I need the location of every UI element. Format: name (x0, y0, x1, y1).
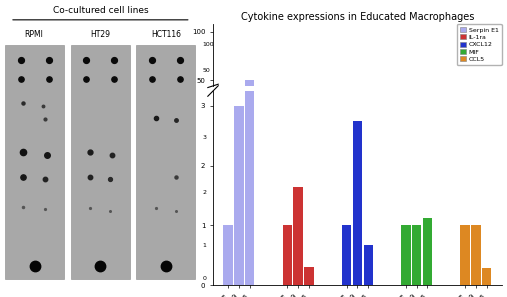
Bar (136, 45, 195, 279)
Bar (482, 268, 491, 285)
Bar (245, 0, 255, 285)
Bar (353, 121, 362, 285)
Bar (342, 225, 351, 285)
Legend: Serpin E1, IL-1ra, CXCL12, MIF, CCL5: Serpin E1, IL-1ra, CXCL12, MIF, CCL5 (457, 24, 502, 65)
Bar (471, 128, 481, 129)
Bar (401, 225, 411, 285)
Text: HCT116: HCT116 (152, 30, 182, 39)
Text: 100: 100 (203, 42, 214, 47)
Bar (283, 225, 292, 285)
Bar (423, 218, 432, 285)
Bar (423, 127, 432, 129)
Bar (224, 225, 233, 285)
Text: RPMI: RPMI (25, 30, 44, 39)
Bar (234, 126, 244, 129)
Bar (460, 128, 470, 129)
Bar (412, 225, 421, 285)
Text: relative cytokine expression (density ratio): relative cytokine expression (density ra… (234, 96, 239, 213)
Bar (5, 45, 64, 279)
Bar (283, 128, 292, 129)
Text: Co-cultured cell lines: Co-cultured cell lines (53, 6, 148, 15)
Bar (234, 106, 244, 285)
Bar (401, 128, 411, 129)
Bar (70, 45, 130, 279)
Text: 3: 3 (203, 135, 207, 140)
Text: HT29: HT29 (90, 30, 111, 39)
Text: 1: 1 (203, 244, 207, 248)
Bar (294, 127, 303, 129)
Text: 2: 2 (203, 190, 207, 195)
Bar (245, 80, 255, 129)
Bar (304, 267, 314, 285)
Bar (364, 244, 373, 285)
Bar (471, 225, 481, 285)
Bar (364, 128, 373, 129)
Bar (460, 225, 470, 285)
Bar (224, 128, 233, 129)
Text: 50: 50 (203, 67, 210, 72)
Text: 0: 0 (203, 276, 207, 281)
Bar (353, 126, 362, 129)
Bar (412, 128, 421, 129)
Bar (342, 128, 351, 129)
Title: Cytokine expressions in Educated Macrophages: Cytokine expressions in Educated Macroph… (241, 12, 474, 22)
Bar (294, 187, 303, 285)
